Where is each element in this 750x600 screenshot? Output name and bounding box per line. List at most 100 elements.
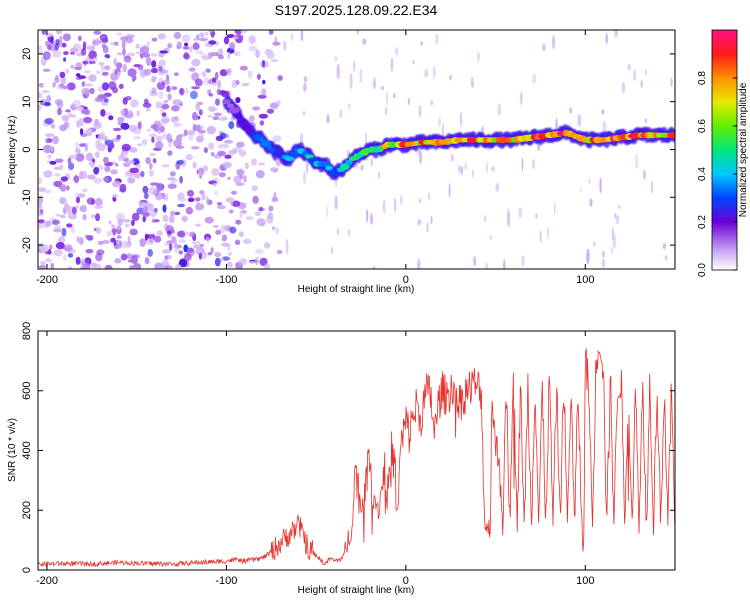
noise-blob [212, 116, 220, 121]
noise-blob [100, 63, 104, 72]
noise-blob [151, 75, 157, 82]
noise-blob [121, 143, 131, 151]
x-tick-label: 100 [576, 274, 594, 286]
noise-blob [52, 228, 62, 233]
noise-blob [210, 151, 215, 157]
noise-blob [63, 57, 67, 62]
noise-blob [54, 158, 64, 163]
noise-blob [66, 82, 76, 91]
noise-blob [169, 171, 176, 177]
noise-blob [148, 186, 158, 196]
noise-blob [39, 208, 44, 215]
noise-blob [44, 117, 54, 125]
noise-blob [196, 50, 204, 55]
noise-blob [219, 257, 224, 262]
noise-blob [167, 183, 177, 189]
noise-blob [54, 43, 59, 51]
noise-blob [195, 203, 205, 211]
noise-blob [223, 139, 234, 144]
colorbar-gradient [711, 29, 738, 271]
noise-blob [121, 40, 126, 50]
streak-blob [602, 120, 607, 134]
noise-blob [97, 133, 106, 141]
noise-blob [57, 236, 66, 244]
noise-blob [191, 86, 200, 90]
noise-blob [112, 229, 116, 236]
noise-blob [76, 196, 80, 204]
figure-title: S197.2025.128.09.22.E34 [275, 2, 438, 18]
streak-blob [306, 158, 308, 174]
noise-blob [193, 124, 202, 132]
streak-blob [390, 58, 394, 72]
noise-blob [177, 203, 185, 208]
noise-blob [70, 64, 75, 69]
noise-blob [133, 136, 142, 140]
streak-blob [300, 30, 304, 42]
noise-blob [215, 98, 220, 106]
noise-blob [82, 263, 91, 269]
noise-blob [157, 33, 166, 40]
noise-blob [144, 233, 148, 241]
noise-blob [85, 89, 90, 98]
noise-blob [151, 87, 157, 94]
noise-blob [214, 190, 218, 196]
noise-blob [173, 31, 182, 40]
noise-blob [102, 82, 109, 91]
noise-blob [262, 79, 266, 85]
noise-blob [50, 145, 54, 152]
noise-blob [67, 157, 72, 165]
noise-blob [229, 202, 233, 206]
streak-blob [521, 255, 525, 267]
streak-blob [613, 213, 617, 219]
noise-blob [113, 244, 121, 250]
noise-blob [161, 164, 170, 168]
noise-blob [127, 177, 136, 184]
noise-blob [167, 93, 172, 101]
streak-blob [614, 30, 619, 38]
noise-blob [166, 230, 172, 236]
streak-blob [438, 116, 441, 128]
noise-blob [176, 41, 183, 50]
noise-blob [276, 249, 283, 255]
noise-blob [174, 245, 178, 254]
streak-blob [650, 180, 654, 194]
streak-blob [370, 213, 373, 225]
snr-frame [37, 330, 676, 571]
noise-blob [226, 261, 233, 268]
noise-blob [182, 46, 190, 50]
noise-blob [189, 231, 196, 238]
noise-blob [166, 133, 172, 142]
noise-blob [154, 262, 164, 269]
noise-blob [139, 238, 146, 247]
streak-blob [419, 150, 422, 165]
noise-blob [108, 220, 112, 225]
streak-blob [532, 73, 536, 84]
noise-blob [148, 233, 154, 243]
noise-blob [45, 40, 49, 47]
streak-blob [417, 258, 421, 269]
noise-blob [218, 117, 228, 121]
noise-blob [217, 55, 224, 60]
noise-blob [183, 129, 188, 136]
noise-blob [92, 57, 98, 62]
noise-blob [241, 82, 250, 87]
noise-blob [59, 124, 67, 132]
noise-blob [49, 161, 57, 165]
noise-blob [145, 55, 152, 65]
noise-blob [116, 239, 120, 246]
noise-blob [116, 52, 123, 56]
streak-blob [353, 59, 356, 72]
noise-blob [162, 214, 169, 223]
noise-blob [194, 197, 201, 202]
streak-blob [359, 68, 363, 83]
noise-blob [117, 116, 125, 123]
noise-blob [175, 145, 185, 149]
noise-blob [95, 227, 102, 234]
y-tick-label: 800 [21, 322, 33, 340]
noise-blob [243, 175, 247, 183]
noise-blob [166, 74, 170, 82]
x-tick-label: 100 [576, 575, 594, 587]
streak-blob [426, 221, 429, 233]
noise-blob [166, 85, 171, 93]
noise-blob [264, 48, 273, 56]
